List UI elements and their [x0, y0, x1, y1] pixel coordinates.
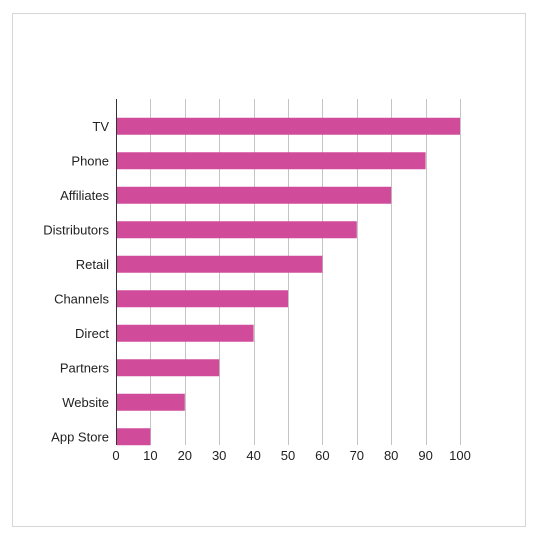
category-label-website: Website	[62, 395, 109, 410]
bar-retail	[117, 255, 323, 273]
bar-tv	[117, 117, 460, 135]
category-label-retail: Retail	[76, 257, 109, 272]
bar-partners	[117, 359, 220, 377]
bar-direct	[117, 324, 254, 342]
category-label-partners: Partners	[60, 360, 110, 375]
category-label-direct: Direct	[75, 326, 109, 341]
bar-chart: TV Phone Affiliates Distributors Retail Chann…	[43, 99, 471, 463]
x-tick-label-10: 10	[143, 448, 157, 463]
bar-website	[117, 393, 185, 411]
x-tick-label-40: 40	[246, 448, 260, 463]
bar-channels	[117, 290, 288, 308]
x-tick-label-0: 0	[112, 448, 119, 463]
x-tick-label-90: 90	[418, 448, 432, 463]
category-label-tv: TV	[92, 119, 109, 134]
category-label-distributors: Distributors	[43, 222, 109, 237]
x-tick-label-20: 20	[178, 448, 192, 463]
bar-phone	[117, 152, 426, 170]
category-labels: TV Phone Affiliates Distributors Retail Chann…	[43, 119, 109, 445]
bars	[117, 117, 460, 446]
x-tick-label-80: 80	[384, 448, 398, 463]
chart-frame: TV Phone Affiliates Distributors Retail Chann…	[12, 13, 526, 527]
category-label-app-store: App Store	[51, 429, 109, 444]
bar-affiliates	[117, 186, 392, 204]
category-label-phone: Phone	[71, 153, 109, 168]
x-tick-label-100: 100	[449, 448, 471, 463]
x-tick-label-70: 70	[350, 448, 364, 463]
category-label-affiliates: Affiliates	[60, 188, 109, 203]
bar-distributors	[117, 221, 357, 239]
x-tick-label-60: 60	[315, 448, 329, 463]
bar-app-store	[117, 428, 151, 446]
category-label-channels: Channels	[54, 291, 109, 306]
x-tick-label-30: 30	[212, 448, 226, 463]
x-tick-labels: 0 10 20 30 40 50 60 70 80 90 100	[112, 448, 470, 463]
x-tick-label-50: 50	[281, 448, 295, 463]
